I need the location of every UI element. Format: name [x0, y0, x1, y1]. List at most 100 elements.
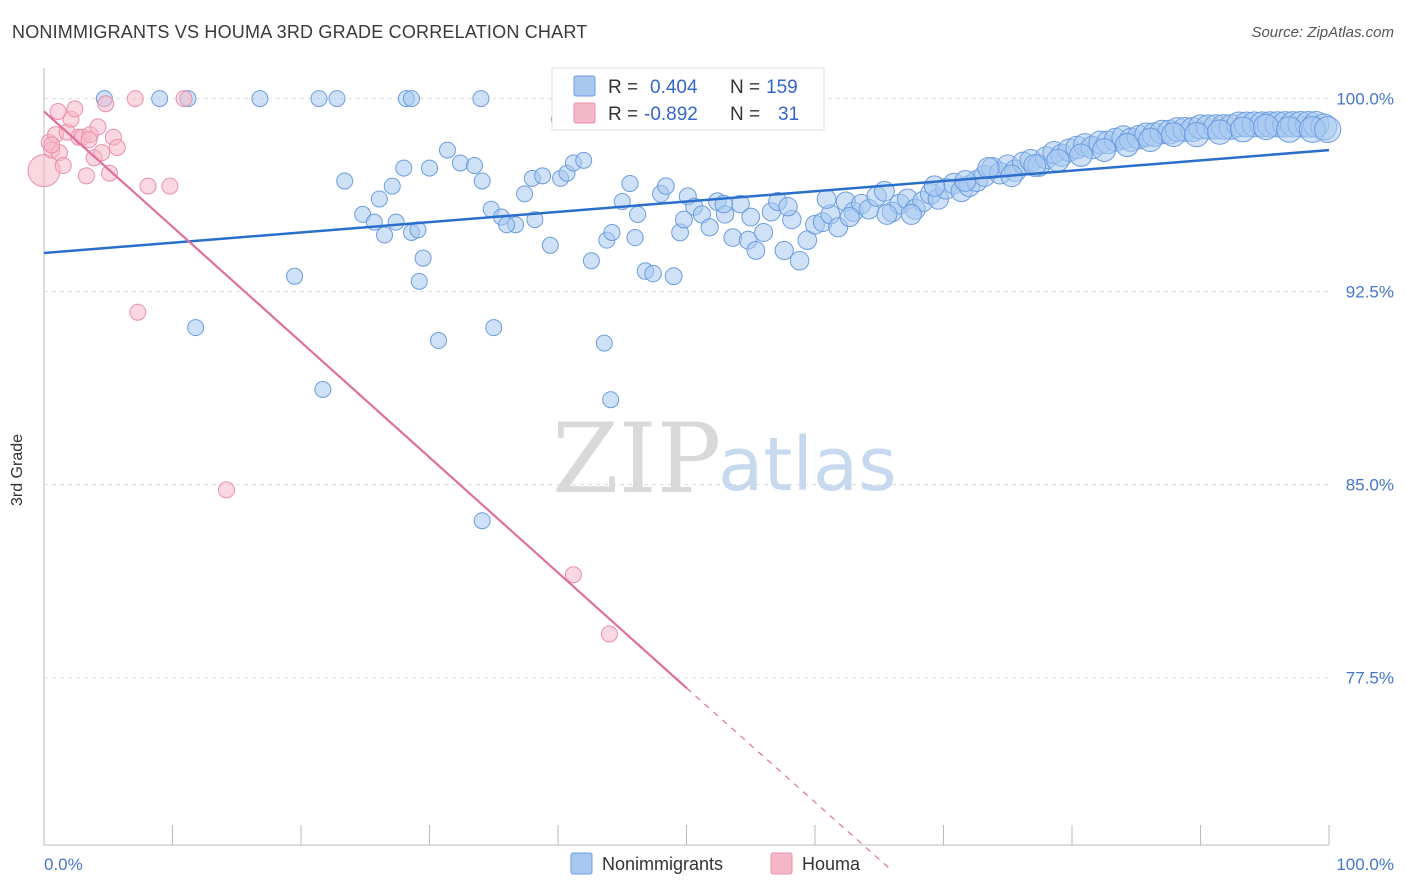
nonimmigrants-point — [414, 249, 432, 267]
nonimmigrants-point — [789, 250, 810, 271]
houma-point — [161, 177, 179, 195]
legend-bottom: Nonimmigrants Houma — [570, 852, 861, 875]
nonimmigrants-point — [410, 272, 428, 290]
nonimmigrants-point — [675, 210, 693, 229]
y-tick-label: 92.5% — [1346, 283, 1394, 302]
nonimmigrants-point — [187, 319, 205, 337]
nonimmigrants-point — [644, 264, 662, 283]
y-tick-label: 85.0% — [1346, 476, 1394, 495]
legend-n-label: N = — [730, 77, 760, 98]
chart-title: NONIMMIGRANTS VS HOUMA 3RD GRADE CORRELA… — [12, 22, 588, 42]
nonimmigrants-point — [1046, 148, 1070, 172]
houma-trend-extension — [686, 687, 893, 872]
watermark: ZIP atlas — [552, 403, 897, 515]
watermark-zip: ZIP — [552, 403, 721, 515]
nonimmigrants-point — [1069, 143, 1093, 167]
nonimmigrants-point — [541, 236, 559, 254]
nonimmigrants-point — [657, 177, 675, 195]
nonimmigrants-point — [876, 204, 898, 225]
nonimmigrants-point — [526, 211, 544, 229]
nonimmigrants-point — [473, 172, 491, 190]
nonimmigrants-point — [403, 90, 421, 108]
legend-bottom-label: Nonimmigrants — [602, 854, 723, 874]
houma-point — [80, 131, 98, 149]
nonimmigrants-point — [741, 207, 761, 227]
houma-point — [77, 167, 95, 185]
houma-point — [564, 566, 582, 584]
nonimmigrants-point — [1230, 116, 1256, 143]
nonimmigrants-point — [485, 319, 503, 337]
nonimmigrants-point — [383, 177, 401, 195]
nonimmigrants-point — [516, 185, 534, 203]
grid-lines — [44, 98, 1329, 679]
legend-r-label: R = — [608, 77, 638, 98]
nonimmigrants-point — [1207, 119, 1233, 145]
houma-point — [54, 157, 72, 175]
houma-point — [93, 144, 111, 162]
nonimmigrants-point — [778, 197, 798, 217]
nonimmigrants-point — [621, 174, 639, 193]
legend-r-label: R = — [608, 104, 638, 125]
y-tick-labels: 100.0% 92.5% 85.0% 77.5% — [1336, 90, 1394, 688]
nonimmigrants-point — [336, 172, 354, 190]
nonimmigrants-point — [754, 222, 774, 242]
nonimmigrants-point — [900, 203, 922, 225]
x-tick-label: 0.0% — [44, 855, 83, 874]
nonimmigrants-point — [438, 141, 456, 159]
nonimmigrants-point — [1314, 115, 1342, 143]
nonimmigrants-point — [1092, 138, 1117, 162]
houma-point — [101, 164, 119, 182]
nonimmigrants-point — [451, 154, 469, 172]
houma-point — [49, 102, 67, 120]
nonimmigrants-point — [387, 213, 405, 231]
nonimmigrants-point — [429, 332, 447, 350]
nonimmigrants-point — [1184, 122, 1210, 148]
houma-point — [43, 136, 61, 154]
houma-point — [129, 303, 147, 321]
nonimmigrants-point — [421, 159, 438, 177]
nonimmigrants-point — [700, 218, 719, 237]
houma-point — [97, 95, 115, 113]
nonimmigrants-point — [314, 380, 332, 398]
nonimmigrants-point — [395, 159, 413, 177]
nonimmigrants-point — [664, 267, 683, 286]
houma-point — [175, 90, 193, 108]
legend-top: R = 0.404 N = 159 R = -0.892 N = 31 — [551, 67, 825, 131]
nonimmigrants-point — [1023, 154, 1047, 177]
nonimmigrants-point — [498, 216, 516, 234]
nonimmigrants-point — [774, 240, 794, 261]
trend-lines — [43, 110, 1330, 872]
legend-r-value: -0.892 — [644, 104, 698, 125]
y-tick-label: 100.0% — [1336, 90, 1394, 109]
nonimmigrants-point — [310, 90, 328, 108]
nonimmigrants-point — [602, 391, 620, 409]
nonimmigrants-point — [595, 334, 613, 352]
nonimmigrants-point — [816, 189, 837, 209]
legend-top-box — [551, 67, 825, 131]
nonimmigrants-point — [151, 90, 169, 108]
nonimmigrants-point — [472, 90, 490, 108]
houma-points — [27, 90, 618, 643]
houma-point — [600, 625, 618, 643]
nonimmigrants-point — [723, 228, 743, 247]
nonimmigrants-point — [746, 241, 766, 260]
nonimmigrants-point — [534, 167, 552, 185]
nonimmigrants-point — [575, 151, 593, 169]
source-credit: Source: ZipAtlas.com — [1251, 24, 1394, 41]
houma-point — [66, 100, 84, 118]
y-tick-label: 77.5% — [1346, 669, 1394, 688]
houma-point — [139, 177, 157, 195]
nonimmigrants-point — [370, 190, 388, 208]
nonimmigrants-point — [626, 228, 644, 247]
nonimmigrants-point — [465, 157, 483, 175]
legend-n-value: 31 — [778, 104, 799, 125]
nonimmigrants-point — [629, 205, 647, 224]
nonimmigrants-points — [95, 90, 1342, 530]
nonimmigrants-point — [473, 512, 491, 530]
nonimmigrants-point — [839, 206, 860, 228]
legend-bottom-swatch-pink — [770, 852, 793, 875]
houma-point — [126, 90, 144, 108]
nonimmigrants-point — [1138, 127, 1163, 152]
nonimmigrants-point — [977, 156, 1000, 180]
